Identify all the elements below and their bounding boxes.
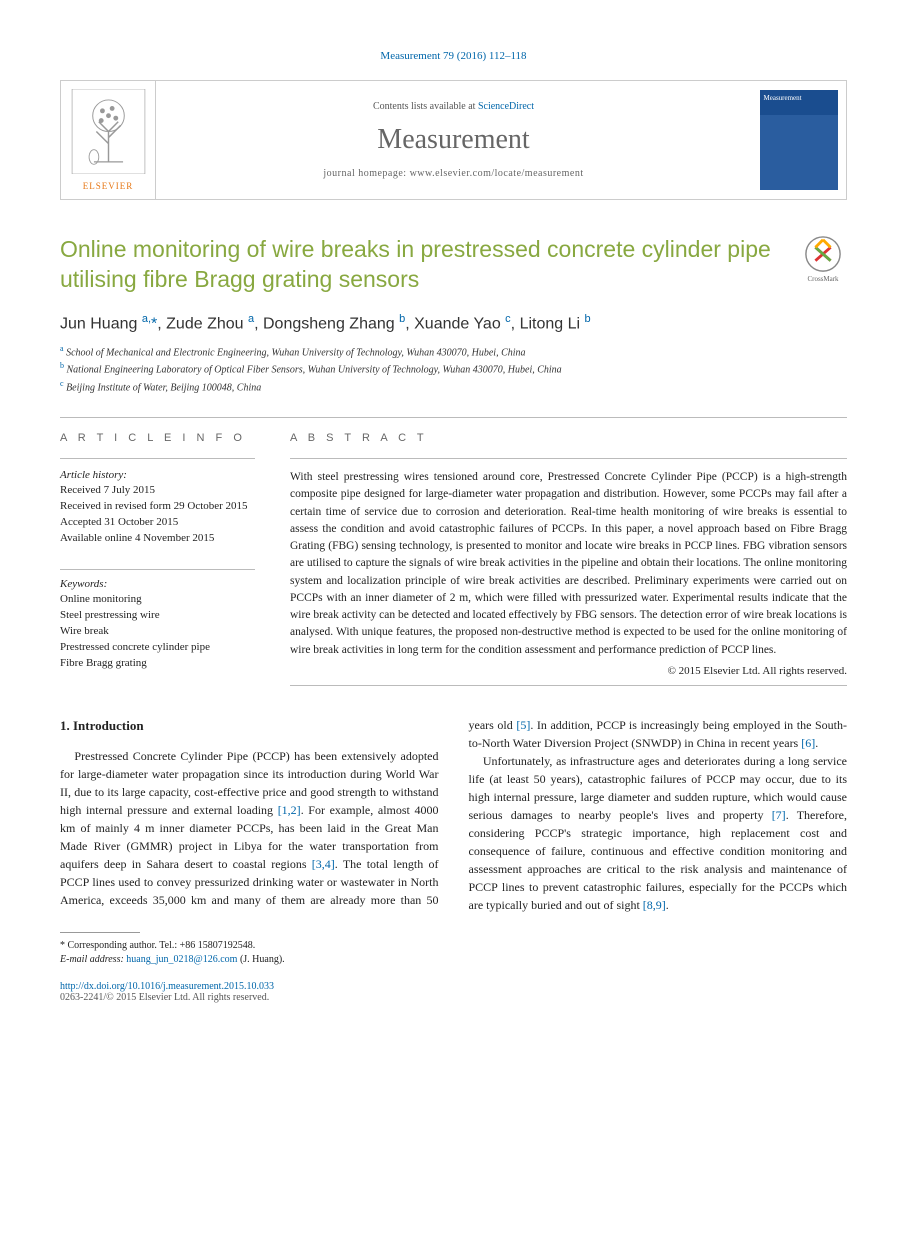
ref-6[interactable]: [6]	[801, 736, 815, 750]
elsevier-wordmark: ELSEVIER	[71, 181, 146, 191]
corresponding-tel: * Corresponding author. Tel.: +86 158071…	[60, 939, 847, 953]
article-title: Online monitoring of wire breaks in pres…	[60, 235, 774, 295]
contents-available-text: Contents lists available at	[373, 101, 478, 112]
journal-cover-thumb	[751, 81, 846, 199]
corresponding-email-line: E-mail address: huang_jun_0218@126.com (…	[60, 953, 847, 967]
keyword-item: Prestressed concrete cylinder pipe	[60, 640, 255, 656]
keyword-item: Fibre Bragg grating	[60, 656, 255, 672]
ref-7[interactable]: [7]	[772, 808, 786, 822]
intro-para-2: Unfortunately, as infrastructure ages an…	[469, 752, 848, 914]
elsevier-logo-cell: ELSEVIER	[61, 81, 156, 199]
affiliation-item: b National Engineering Laboratory of Opt…	[60, 360, 847, 377]
crossmark-label: CrossMark	[807, 275, 838, 283]
crossmark-badge[interactable]: CrossMark	[799, 235, 847, 283]
keywords-list: Online monitoringSteel prestressing wire…	[60, 592, 255, 672]
history-item: Received 7 July 2015	[60, 483, 255, 499]
body-columns: 1. Introduction Prestressed Concrete Cyl…	[60, 716, 847, 914]
sciencedirect-link[interactable]: ScienceDirect	[478, 101, 534, 112]
doi-link[interactable]: http://dx.doi.org/10.1016/j.measurement.…	[60, 981, 847, 992]
abstract-column: A B S T R A C T With steel prestressing …	[290, 418, 847, 686]
keyword-item: Steel prestressing wire	[60, 608, 255, 624]
corresponding-author: * Corresponding author. Tel.: +86 158071…	[60, 939, 847, 967]
article-info-column: A R T I C L E I N F O Article history: R…	[60, 418, 255, 686]
history-list: Received 7 July 2015Received in revised …	[60, 483, 255, 547]
journal-name: Measurement	[156, 124, 751, 156]
elsevier-tree-icon	[71, 89, 146, 174]
corresponding-email[interactable]: huang_jun_0218@126.com	[126, 954, 237, 965]
affiliation-item: c Beijing Institute of Water, Beijing 10…	[60, 378, 847, 395]
divider-abstract-end	[290, 685, 847, 686]
affiliation-list: a School of Mechanical and Electronic En…	[60, 343, 847, 395]
keywords-label: Keywords:	[60, 578, 255, 590]
history-item: Received in revised form 29 October 2015	[60, 499, 255, 515]
author-list: Jun Huang a,*, Zude Zhou a, Dongsheng Zh…	[60, 313, 847, 333]
keyword-item: Online monitoring	[60, 592, 255, 608]
ref-3-4[interactable]: [3,4]	[312, 857, 335, 871]
intro-heading: 1. Introduction	[60, 716, 439, 736]
journal-header: ELSEVIER Contents lists available at Sci…	[60, 80, 847, 200]
header-center: Contents lists available at ScienceDirec…	[156, 81, 751, 199]
top-reference: Measurement 79 (2016) 112–118	[60, 50, 847, 62]
contents-available: Contents lists available at ScienceDirec…	[156, 101, 751, 112]
footer-separator	[60, 932, 140, 933]
affiliation-item: a School of Mechanical and Electronic En…	[60, 343, 847, 360]
history-label: Article history:	[60, 469, 255, 481]
journal-homepage[interactable]: journal homepage: www.elsevier.com/locat…	[156, 168, 751, 179]
abstract-heading: A B S T R A C T	[290, 432, 847, 444]
article-info-heading: A R T I C L E I N F O	[60, 432, 255, 444]
history-item: Accepted 31 October 2015	[60, 515, 255, 531]
ref-1-2[interactable]: [1,2]	[278, 803, 301, 817]
crossmark-icon	[804, 235, 842, 273]
abstract-copyright: © 2015 Elsevier Ltd. All rights reserved…	[290, 665, 847, 677]
history-item: Available online 4 November 2015	[60, 531, 255, 547]
keyword-item: Wire break	[60, 624, 255, 640]
ref-8-9[interactable]: [8,9]	[643, 898, 666, 912]
ref-5[interactable]: [5]	[516, 718, 530, 732]
issn-copyright: 0263-2241/© 2015 Elsevier Ltd. All right…	[60, 992, 847, 1003]
abstract-text: With steel prestressing wires tensioned …	[290, 469, 847, 659]
